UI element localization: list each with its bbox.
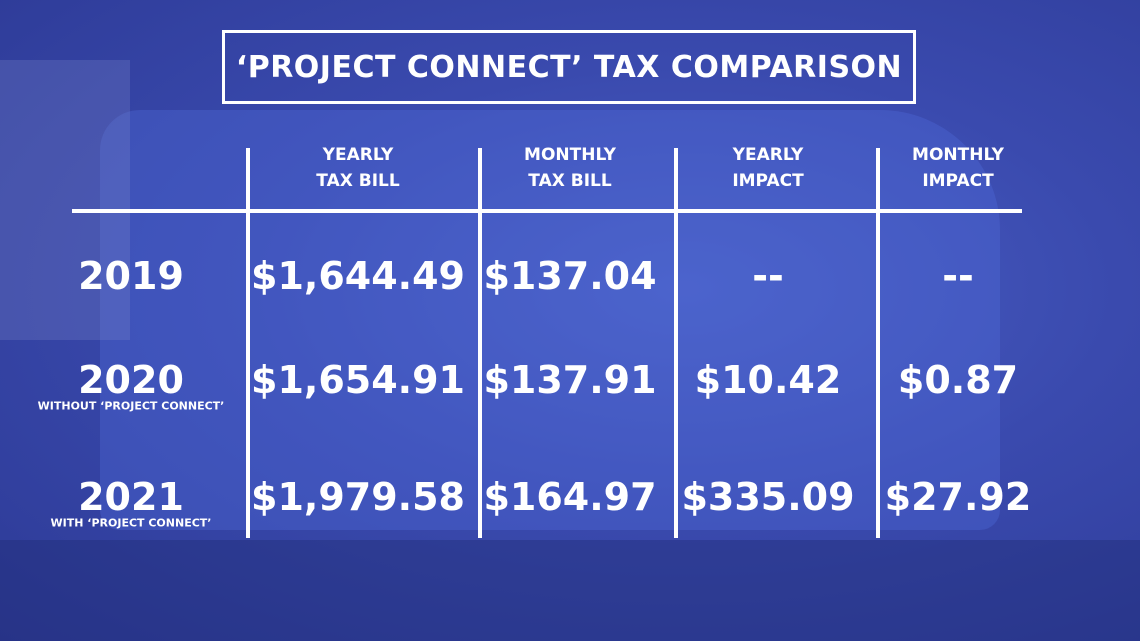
column-header: YEARLY — [732, 145, 804, 165]
cell: -- — [942, 254, 974, 298]
row-label: 2020 — [78, 358, 184, 402]
cell: $335.09 — [681, 475, 855, 519]
cell: $137.91 — [483, 358, 657, 402]
cell: $164.97 — [483, 475, 657, 519]
building-shape — [0, 60, 130, 340]
column-header: IMPACT — [922, 171, 994, 191]
column-header: MONTHLY — [524, 145, 616, 165]
column-header: TAX BILL — [528, 171, 612, 191]
cell: $1,654.91 — [251, 358, 465, 402]
column-header: MONTHLY — [912, 145, 1004, 165]
column-header: YEARLY — [322, 145, 394, 165]
cell: $0.87 — [897, 358, 1019, 402]
row-note: WITH ‘PROJECT CONNECT’ — [50, 516, 212, 530]
row-label: 2019 — [78, 254, 184, 298]
column-header: TAX BILL — [316, 171, 400, 191]
cell: $27.92 — [884, 475, 1032, 519]
row-note: WITHOUT ‘PROJECT CONNECT’ — [37, 399, 225, 413]
road-shape — [0, 540, 1140, 641]
title: ‘PROJECT CONNECT’ TAX COMPARISON — [222, 30, 916, 104]
cell: $1,979.58 — [251, 475, 465, 519]
cell: $10.42 — [694, 358, 842, 402]
cell: -- — [752, 254, 784, 298]
cell: $1,644.49 — [251, 254, 465, 298]
column-header: IMPACT — [732, 171, 804, 191]
row-label: 2021 — [78, 475, 184, 519]
cell: $137.04 — [483, 254, 657, 298]
